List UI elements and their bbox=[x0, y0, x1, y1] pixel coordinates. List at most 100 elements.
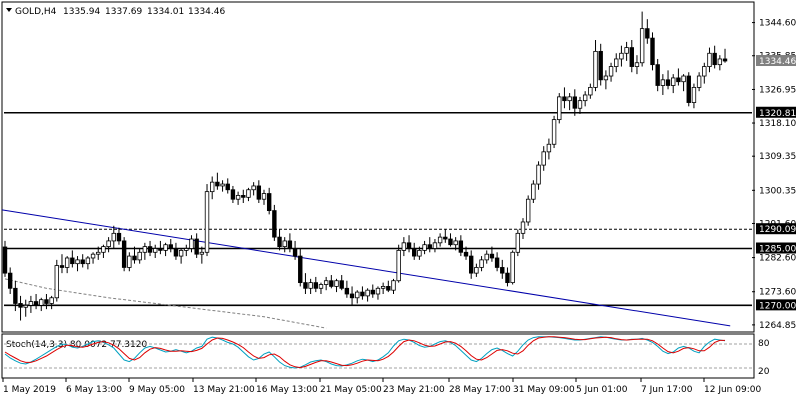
candle-127 bbox=[660, 74, 666, 95]
candle-body-47 bbox=[246, 189, 251, 198]
candle-body-103 bbox=[536, 164, 541, 185]
candle-body-17 bbox=[90, 253, 96, 259]
candle-98 bbox=[510, 250, 515, 285]
candle-body-11 bbox=[59, 265, 65, 268]
candle-99 bbox=[515, 229, 521, 257]
x-tick-label-0: 1 May 2019 bbox=[3, 385, 56, 395]
candle-58 bbox=[303, 273, 308, 294]
candle-body-132 bbox=[686, 75, 691, 103]
candle-51 bbox=[266, 187, 272, 215]
candle-body-108 bbox=[562, 96, 567, 102]
candle-77 bbox=[401, 237, 407, 257]
candle-129 bbox=[671, 74, 676, 94]
candle-body-29 bbox=[153, 248, 158, 253]
candle-95 bbox=[494, 252, 500, 272]
candle-body-28 bbox=[147, 246, 153, 253]
candle-112 bbox=[582, 91, 588, 107]
candle-40 bbox=[209, 176, 215, 200]
stoch-level-20-label: 20 bbox=[758, 367, 770, 377]
candle-body-45 bbox=[235, 195, 241, 200]
candle-body-106 bbox=[551, 119, 557, 145]
candle-54 bbox=[282, 237, 287, 253]
candle-106 bbox=[551, 115, 557, 149]
candle-body-59 bbox=[308, 282, 313, 289]
candle-23 bbox=[121, 237, 127, 272]
candle-93 bbox=[484, 250, 489, 264]
candle-56 bbox=[292, 240, 298, 260]
candle-body-124 bbox=[645, 28, 650, 39]
candle-body-110 bbox=[572, 96, 577, 109]
candle-body-79 bbox=[412, 248, 417, 257]
y-tick-label-5: 1300.35 bbox=[759, 186, 796, 196]
candle-body-81 bbox=[422, 244, 427, 251]
trendline[interactable] bbox=[1, 209, 731, 327]
candle-body-3 bbox=[18, 303, 23, 308]
candle-61 bbox=[318, 282, 324, 294]
candle-body-95 bbox=[494, 257, 500, 268]
candle-body-101 bbox=[525, 198, 531, 223]
level-tag-2 bbox=[756, 242, 796, 254]
candle-body-72 bbox=[375, 287, 381, 295]
candle-body-138 bbox=[717, 58, 723, 66]
candle-119 bbox=[619, 45, 624, 67]
current-price-tag bbox=[756, 55, 796, 67]
candle-body-116 bbox=[603, 75, 609, 81]
candle-63 bbox=[329, 275, 334, 289]
candle-body-89 bbox=[463, 251, 469, 257]
candle-body-44 bbox=[230, 189, 236, 200]
candle-103 bbox=[536, 161, 541, 190]
candle-70 bbox=[365, 288, 370, 302]
y-tick-label-4: 1309.35 bbox=[759, 152, 796, 162]
candle-28 bbox=[147, 240, 153, 257]
candle-12 bbox=[64, 256, 70, 274]
header-symbol: GOLD,H4 bbox=[15, 7, 57, 17]
candle-107 bbox=[557, 93, 562, 124]
candle-body-31 bbox=[163, 244, 168, 251]
candle-60 bbox=[313, 276, 318, 293]
candle-137 bbox=[712, 45, 717, 69]
candle-126 bbox=[655, 58, 660, 92]
candle-body-61 bbox=[318, 284, 324, 289]
candle-89 bbox=[463, 246, 469, 260]
candle-body-4 bbox=[23, 304, 28, 308]
x-tick-label-2: 9 May 05:00 bbox=[129, 385, 185, 395]
stoch-label: Stoch(14,3,3) 80.0072 77.3120 bbox=[6, 340, 147, 350]
candle-79 bbox=[412, 242, 417, 260]
candle-body-97 bbox=[505, 272, 510, 284]
candle-48 bbox=[251, 182, 256, 196]
candle-body-90 bbox=[468, 255, 474, 274]
candle-118 bbox=[614, 53, 619, 73]
candle-2 bbox=[13, 280, 18, 312]
candle-body-67 bbox=[349, 293, 355, 299]
header-high: 1337.69 bbox=[105, 7, 142, 17]
candle-body-62 bbox=[323, 280, 329, 285]
candle-body-5 bbox=[28, 301, 34, 306]
candle-body-131 bbox=[681, 75, 686, 83]
candle-101 bbox=[525, 195, 531, 226]
candle-body-49 bbox=[256, 185, 262, 200]
candle-body-118 bbox=[614, 58, 619, 67]
candle-body-1 bbox=[7, 272, 13, 289]
candle-body-25 bbox=[132, 255, 137, 261]
candle-74 bbox=[386, 280, 391, 293]
candle-55 bbox=[287, 233, 293, 253]
candle-body-127 bbox=[660, 79, 666, 86]
candle-body-126 bbox=[655, 64, 660, 86]
candle-130 bbox=[676, 68, 681, 86]
candle-92 bbox=[479, 256, 484, 272]
candle-17 bbox=[90, 252, 96, 264]
candle-90 bbox=[468, 250, 474, 279]
level-tag-3 bbox=[756, 299, 796, 311]
x-tick-label-8: 31 May 09:00 bbox=[513, 385, 575, 395]
candle-15 bbox=[80, 254, 85, 268]
candle-body-41 bbox=[215, 181, 220, 187]
y-tick-label-8: 1273.60 bbox=[759, 288, 796, 298]
candle-125 bbox=[650, 32, 655, 71]
header-dropdown-icon[interactable] bbox=[6, 8, 12, 12]
candle-68 bbox=[355, 290, 360, 304]
y-tick-label-7: 1282.60 bbox=[759, 254, 796, 264]
candle-body-114 bbox=[593, 50, 598, 88]
candle-120 bbox=[624, 41, 629, 61]
candle-body-75 bbox=[391, 280, 396, 291]
candle-body-86 bbox=[448, 238, 453, 246]
